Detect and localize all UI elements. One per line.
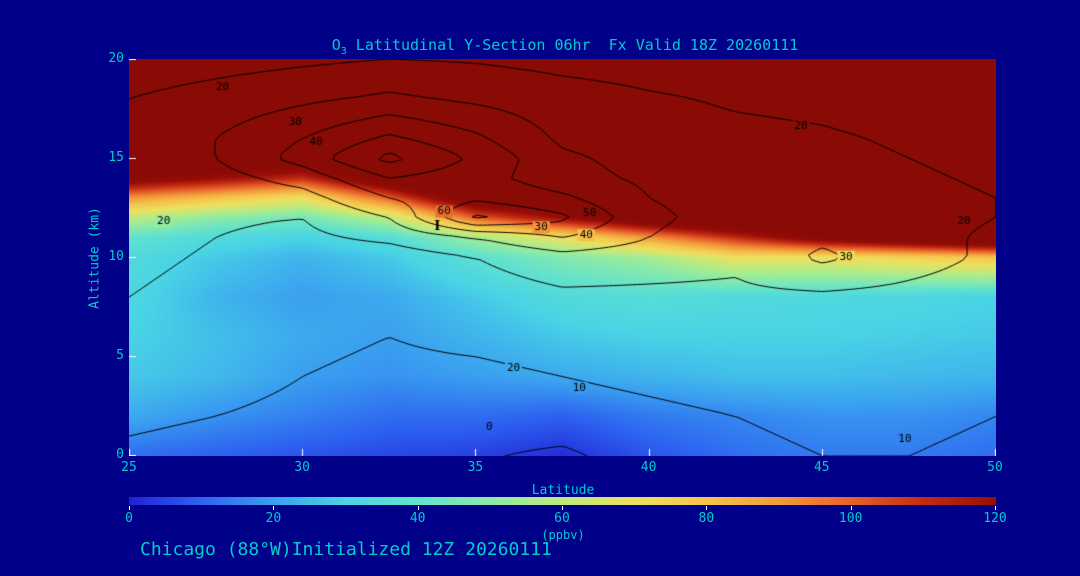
colorbar-tick-label: 80 <box>698 511 715 526</box>
title-species: O <box>331 36 341 54</box>
x-tick-label: 50 <box>987 460 1003 475</box>
y-tick-label: 10 <box>108 249 124 264</box>
x-tick-label: 40 <box>640 460 657 475</box>
colorbar-tick-mark <box>995 506 996 510</box>
o3-cross-section-canvas <box>129 59 996 456</box>
colorbar-tick-mark <box>562 506 563 510</box>
colorbar-tick-label: 60 <box>554 511 570 526</box>
colorbar-gradient <box>129 497 996 505</box>
colorbar-unit-label: (ppbv) <box>541 528 585 542</box>
x-tick-label: 30 <box>294 460 311 475</box>
x-axis-label: Latitude <box>531 483 595 498</box>
x-tick-label: 35 <box>467 460 484 475</box>
title-text: Latitudinal Y-Section 06hr Fx Valid 18Z … <box>346 36 799 54</box>
colorbar-tick-mark <box>417 506 419 510</box>
colorbar-tick-mark <box>273 506 275 510</box>
colorbar-tick-label: 0 <box>125 511 133 526</box>
footer-text: Chicago (88°W)Initialized 12Z 20260111 <box>140 539 552 560</box>
colorbar-tick-label: 100 <box>838 511 863 526</box>
colorbar-tick-label: 120 <box>983 511 1007 526</box>
colorbar-tick-mark <box>706 506 708 510</box>
y-tick-label: 15 <box>108 150 124 165</box>
colorbar-tick-mark <box>850 506 852 510</box>
y-tick-label: 0 <box>116 447 124 462</box>
colorbar-tick-label: 40 <box>409 511 426 526</box>
colorbar-tick-mark <box>129 506 130 510</box>
x-tick-label: 25 <box>121 460 137 475</box>
colorbar-tick-label: 20 <box>265 511 282 526</box>
x-tick-label: 45 <box>813 460 830 475</box>
title-species-subscript: 3 <box>340 46 347 57</box>
plot-title: O3 Latitudinal Y-Section 06hr Fx Valid 1… <box>332 36 799 57</box>
y-tick-label: 20 <box>108 51 124 66</box>
y-tick-label: 5 <box>116 348 124 363</box>
